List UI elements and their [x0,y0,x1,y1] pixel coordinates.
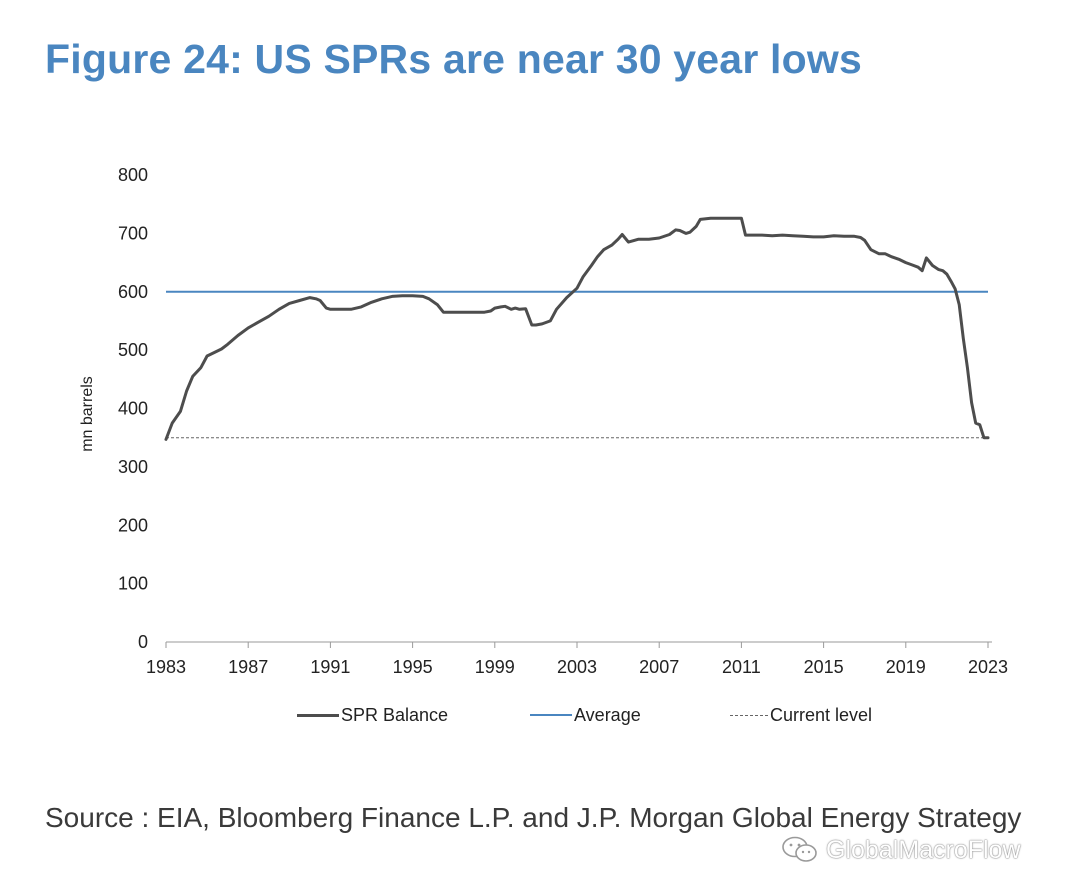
y-tick-label: 800 [118,165,148,185]
x-tick-label: 1983 [146,657,186,677]
legend-swatch-current [730,714,768,716]
x-tick-label: 2007 [639,657,679,677]
legend-swatch-average [530,714,572,716]
x-tick-label: 1995 [393,657,433,677]
y-axis-label: mn barrels [79,376,96,452]
y-tick-label: 700 [118,223,148,243]
x-tick-label: 2011 [722,657,761,677]
source-note: Source : EIA, Bloomberg Finance L.P. and… [45,802,1022,833]
legend-item-average: Average [530,700,641,730]
legend-item-current-level: Current level [730,700,872,730]
x-tick-label: 2019 [886,657,926,677]
y-tick-label: 0 [138,632,148,652]
figure-title: Figure 24: US SPRs are near 30 year lows [45,36,862,82]
watermark-text: GlobalMacroFlow [826,835,1021,864]
legend-item-spr-balance: SPR Balance [297,700,448,730]
legend-label-average: Average [574,704,641,725]
legend-label-current: Current level [770,704,873,725]
x-tick-label: 1991 [310,657,350,677]
y-tick-label: 300 [118,457,148,477]
y-axis-ticks: 0 100 200 300 400 500 600 700 800 [118,165,148,652]
wechat-icon [782,836,817,862]
y-tick-label: 500 [118,340,148,360]
legend-swatch-spr [297,713,339,717]
x-tick-label: 1987 [228,657,268,677]
x-tick-label: 2015 [804,657,844,677]
legend-label-spr: SPR Balance [341,704,449,725]
x-axis-ticks: 1983 1987 1991 1995 1999 2003 2007 2011 2015 2019… [146,642,1008,677]
y-tick-label: 200 [118,515,148,535]
x-tick-label: 2003 [557,657,597,677]
x-tick-label: 1999 [475,657,515,677]
spr-balance-line [164,216,990,441]
chart-legend: SPR Balance Average Current level [0,700,1080,730]
y-tick-label: 400 [118,399,148,419]
y-tick-label: 600 [118,282,148,302]
y-tick-label: 100 [118,574,148,594]
x-tick-label: 2023 [968,657,1008,677]
watermark: GlobalMacroFlow [780,835,1021,865]
